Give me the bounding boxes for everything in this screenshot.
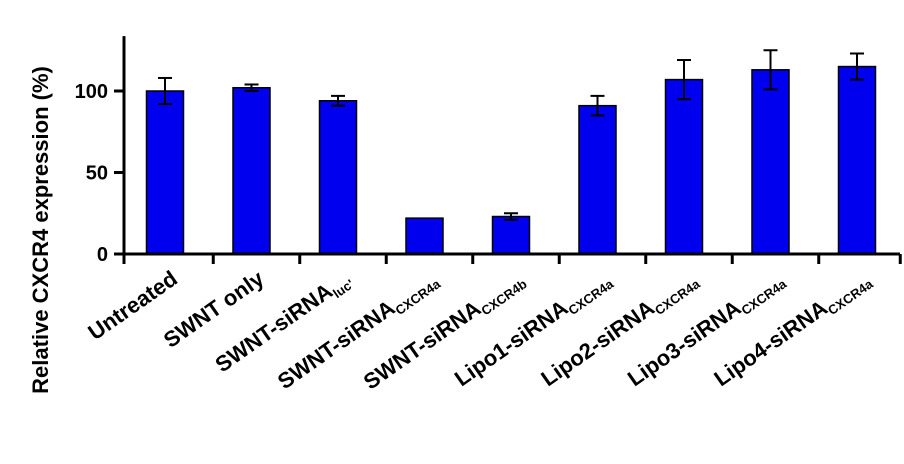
x-tick-label: Lipo4-siRNACXCR4a	[709, 265, 876, 394]
bars	[145, 65, 877, 255]
y-axis-label: Relative CXCR4 expression (%)	[28, 66, 53, 394]
x-tick-label: Lipo2-siRNACXCR4a	[536, 265, 703, 394]
bar	[578, 104, 617, 255]
x-axis	[122, 252, 902, 264]
bar	[318, 100, 358, 255]
x-tick-label: SWNT-siRNACXCR4a	[273, 265, 444, 396]
y-tick-label: 100	[75, 81, 108, 103]
bar	[232, 86, 271, 255]
y-tick-label: 0	[97, 244, 108, 266]
x-tick-label: Lipo3-siRNACXCR4a	[623, 265, 790, 394]
bar	[405, 217, 444, 255]
bar	[751, 69, 790, 255]
bar	[145, 90, 185, 255]
x-tick-label: SWNT-siRNACXCR4b	[359, 266, 530, 397]
bar	[837, 65, 877, 255]
y-axis: 0 50 100	[75, 36, 126, 266]
bar	[664, 78, 704, 255]
bar	[491, 215, 531, 255]
x-tick-label: Lipo1-siRNACXCR4a	[450, 265, 617, 394]
error-bars	[158, 49, 864, 221]
y-tick-label: 50	[86, 163, 108, 185]
